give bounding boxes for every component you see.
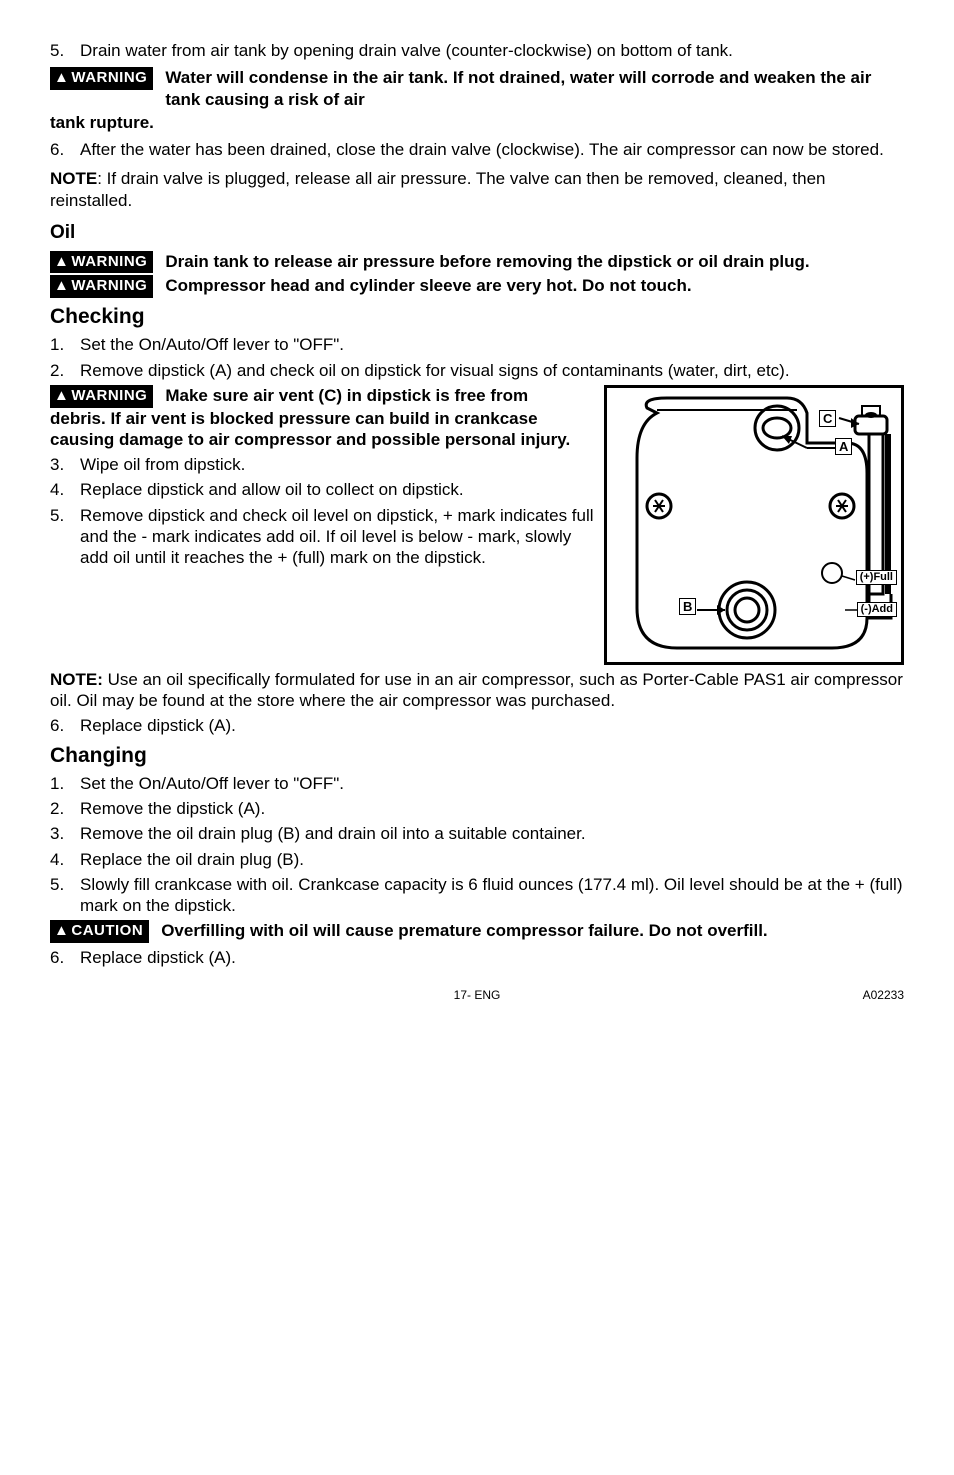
list-text: Slowly fill crankcase with oil. Crankcas… bbox=[80, 874, 904, 917]
list-text: Drain water from air tank by opening dra… bbox=[80, 40, 904, 61]
warning-icon: ▲ bbox=[54, 387, 69, 406]
warning-text: Water will condense in the air tank. If … bbox=[165, 67, 904, 110]
list-text: Remove the dipstick (A). bbox=[80, 798, 904, 819]
list-num: 1. bbox=[50, 773, 80, 794]
list-num: 6. bbox=[50, 139, 80, 160]
oil-heading: Oil bbox=[50, 221, 904, 245]
changing-item-5: 5. Slowly fill crankcase with oil. Crank… bbox=[50, 874, 904, 917]
warning-text: Drain tank to release air pressure befor… bbox=[165, 251, 904, 272]
note-text: : If drain valve is plugged, release all… bbox=[50, 169, 826, 209]
warning-icon: ▲ bbox=[54, 277, 69, 296]
warning-badge: ▲WARNING bbox=[50, 275, 153, 298]
note-drain-valve: NOTE: If drain valve is plugged, release… bbox=[50, 168, 904, 211]
note-label: NOTE: bbox=[50, 670, 103, 689]
warning-air-vent: ▲WARNING Make sure air vent (C) in dipst… bbox=[50, 385, 594, 408]
list-item-5: 5. Drain water from air tank by opening … bbox=[50, 40, 904, 61]
checking-item-1: 1. Set the On/Auto/Off lever to "OFF". bbox=[50, 334, 904, 355]
checking-item-3: 3. Wipe oil from dipstick. bbox=[50, 454, 594, 475]
list-text: Replace dipstick (A). bbox=[80, 715, 904, 736]
list-num: 5. bbox=[50, 505, 80, 569]
list-num: 5. bbox=[50, 40, 80, 61]
checking-item-5: 5. Remove dipstick and check oil level o… bbox=[50, 505, 594, 569]
list-text: Remove dipstick and check oil level on d… bbox=[80, 505, 594, 569]
list-num: 2. bbox=[50, 798, 80, 819]
fig-label-full: (+)Full bbox=[856, 570, 897, 585]
changing-heading: Changing bbox=[50, 743, 904, 769]
changing-item-3: 3. Remove the oil drain plug (B) and dra… bbox=[50, 823, 904, 844]
warning-badge: ▲WARNING bbox=[50, 385, 153, 408]
changing-item-2: 2. Remove the dipstick (A). bbox=[50, 798, 904, 819]
list-num: 5. bbox=[50, 874, 80, 917]
compressor-diagram: C A B (+)Full (-)Add bbox=[604, 385, 904, 665]
badge-text: WARNING bbox=[71, 253, 147, 270]
list-text: Replace dipstick and allow oil to collec… bbox=[80, 479, 594, 500]
list-text: Wipe oil from dipstick. bbox=[80, 454, 594, 475]
caution-overfill: ▲CAUTION Overfilling with oil will cause… bbox=[50, 920, 904, 943]
list-text: After the water has been drained, close … bbox=[80, 139, 904, 160]
left-column: ▲WARNING Make sure air vent (C) in dipst… bbox=[50, 385, 594, 573]
note-label: NOTE bbox=[50, 169, 97, 188]
fig-label-a: A bbox=[835, 438, 852, 456]
warning-cont: debris. If air vent is blocked pressure … bbox=[50, 408, 594, 451]
list-num: 3. bbox=[50, 823, 80, 844]
warning-badge: ▲WARNING bbox=[50, 251, 153, 274]
badge-text: WARNING bbox=[71, 69, 147, 86]
warning-icon: ▲ bbox=[54, 922, 69, 941]
list-text: Replace dipstick (A). bbox=[80, 947, 904, 968]
list-text: Set the On/Auto/Off lever to "OFF". bbox=[80, 334, 904, 355]
diagram-svg bbox=[607, 388, 901, 662]
vent-warning-and-figure: ▲WARNING Make sure air vent (C) in dipst… bbox=[50, 385, 904, 665]
caution-badge: ▲CAUTION bbox=[50, 920, 149, 943]
footer-right: A02233 bbox=[863, 988, 904, 1003]
warning-icon: ▲ bbox=[54, 69, 69, 88]
checking-item-2: 2. Remove dipstick (A) and check oil on … bbox=[50, 360, 904, 381]
fig-label-c: C bbox=[819, 410, 836, 428]
list-text: Remove the oil drain plug (B) and drain … bbox=[80, 823, 904, 844]
changing-item-1: 1. Set the On/Auto/Off lever to "OFF". bbox=[50, 773, 904, 794]
note-text: Use an oil specifically formulated for u… bbox=[50, 670, 903, 710]
list-num: 6. bbox=[50, 715, 80, 736]
list-num: 4. bbox=[50, 479, 80, 500]
changing-item-4: 4. Replace the oil drain plug (B). bbox=[50, 849, 904, 870]
list-num: 6. bbox=[50, 947, 80, 968]
list-num: 1. bbox=[50, 334, 80, 355]
list-text: Remove dipstick (A) and check oil on dip… bbox=[80, 360, 904, 381]
page-footer: 17- ENG A02233 bbox=[50, 988, 904, 1003]
list-text: Replace the oil drain plug (B). bbox=[80, 849, 904, 870]
warning-text: Compressor head and cylinder sleeve are … bbox=[165, 275, 904, 296]
warning-water: ▲WARNING Water will condense in the air … bbox=[50, 67, 904, 110]
checking-item-4: 4. Replace dipstick and allow oil to col… bbox=[50, 479, 594, 500]
warning-hot: ▲WARNING Compressor head and cylinder sl… bbox=[50, 275, 904, 298]
warning-icon: ▲ bbox=[54, 253, 69, 272]
badge-text: CAUTION bbox=[71, 922, 143, 939]
list-num: 3. bbox=[50, 454, 80, 475]
checking-heading: Checking bbox=[50, 304, 904, 330]
checking-item-6: 6. Replace dipstick (A). bbox=[50, 715, 904, 736]
warning-text-cont: tank rupture. bbox=[50, 112, 904, 133]
badge-text: WARNING bbox=[71, 387, 147, 404]
list-num: 2. bbox=[50, 360, 80, 381]
fig-label-add: (-)Add bbox=[857, 602, 897, 617]
badge-text: WARNING bbox=[71, 277, 147, 294]
footer-center: 17- ENG bbox=[454, 988, 501, 1003]
list-text: Set the On/Auto/Off lever to "OFF". bbox=[80, 773, 904, 794]
fig-label-b: B bbox=[679, 598, 696, 616]
caution-text: Overfilling with oil will cause prematur… bbox=[161, 920, 904, 941]
warning-badge: ▲WARNING bbox=[50, 67, 153, 90]
changing-item-6: 6. Replace dipstick (A). bbox=[50, 947, 904, 968]
list-item-6: 6. After the water has been drained, clo… bbox=[50, 139, 904, 160]
warning-drain-tank: ▲WARNING Drain tank to release air press… bbox=[50, 251, 904, 274]
note-oil-type: NOTE: Use an oil specifically formulated… bbox=[50, 669, 904, 712]
warning-lead: Make sure air vent (C) in dipstick is fr… bbox=[165, 385, 594, 406]
list-num: 4. bbox=[50, 849, 80, 870]
